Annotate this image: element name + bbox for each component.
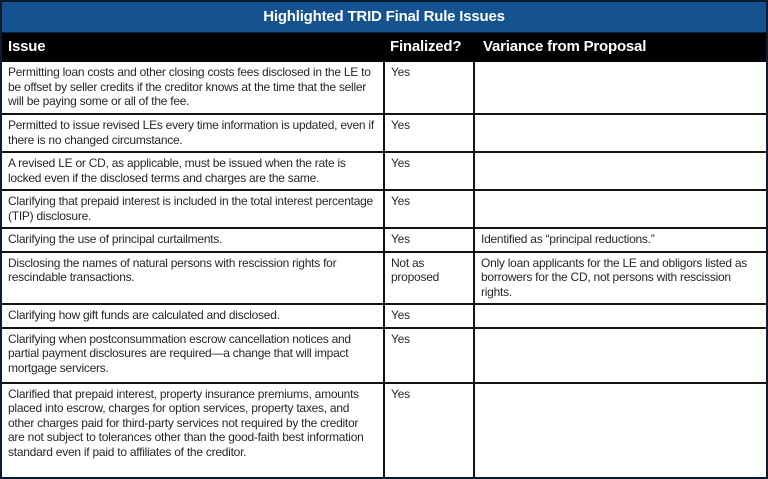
table-title: Highlighted TRID Final Rule Issues [2, 2, 766, 33]
finalized-cell: Yes [385, 153, 475, 189]
finalized-cell: Yes [385, 328, 475, 382]
table-row: Clarifying that prepaid interest is incl… [2, 191, 766, 229]
table-row: Clarifying when postconsummation escrow … [2, 328, 766, 384]
finalized-cell: Yes [385, 191, 475, 227]
variance-cell [475, 191, 766, 227]
issue-cell: Clarifying how gift funds are calculated… [2, 305, 385, 327]
column-header-variance: Variance from Proposal [483, 38, 647, 55]
table-body: Permitting loan costs and other closing … [2, 62, 766, 477]
column-header-issue: Issue [8, 38, 46, 55]
finalized-cell: Yes [385, 115, 475, 151]
issue-cell: Permitted to issue revised LEs every tim… [2, 115, 385, 151]
variance-cell [475, 62, 766, 113]
table-row: Permitting loan costs and other closing … [2, 62, 766, 115]
issue-cell: Clarifying the use of principal curtailm… [2, 229, 385, 251]
column-header-finalized: Finalized? [390, 38, 462, 55]
finalized-cell: Yes [385, 383, 475, 477]
table-row: Clarified that prepaid interest, propert… [2, 383, 766, 477]
issue-cell: A revised LE or CD, as applicable, must … [2, 153, 385, 189]
variance-cell [475, 115, 766, 151]
table-header-row: Issue Finalized? Variance from Proposal [2, 33, 766, 62]
table-row: Disclosing the names of natural persons … [2, 252, 766, 305]
table-row: Clarifying the use of principal curtailm… [2, 229, 766, 253]
variance-cell [475, 384, 766, 477]
finalized-cell: Yes [385, 62, 475, 113]
table-row: Permitted to issue revised LEs every tim… [2, 115, 766, 153]
issue-cell: Clarifying when postconsummation escrow … [2, 328, 385, 382]
variance-cell [475, 329, 766, 382]
table-row: Clarifying how gift funds are calculated… [2, 305, 766, 329]
variance-cell [475, 305, 766, 327]
finalized-cell: Not as proposed [385, 252, 475, 303]
finalized-cell: Yes [385, 229, 475, 251]
variance-cell [475, 153, 766, 189]
table-row: A revised LE or CD, as applicable, must … [2, 153, 766, 191]
issue-cell: Disclosing the names of natural persons … [2, 252, 385, 303]
issue-cell: Clarified that prepaid interest, propert… [2, 383, 385, 477]
finalized-cell: Yes [385, 305, 475, 327]
variance-cell: Identified as “principal reductions.” [481, 232, 655, 246]
issue-cell: Permitting loan costs and other closing … [2, 62, 385, 113]
issue-cell: Clarifying that prepaid interest is incl… [2, 191, 385, 227]
variance-cell: Only loan applicants for the LE and obli… [481, 255, 747, 299]
